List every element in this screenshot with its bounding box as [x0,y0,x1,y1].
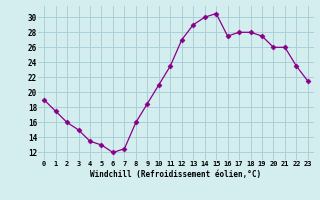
X-axis label: Windchill (Refroidissement éolien,°C): Windchill (Refroidissement éolien,°C) [91,170,261,179]
